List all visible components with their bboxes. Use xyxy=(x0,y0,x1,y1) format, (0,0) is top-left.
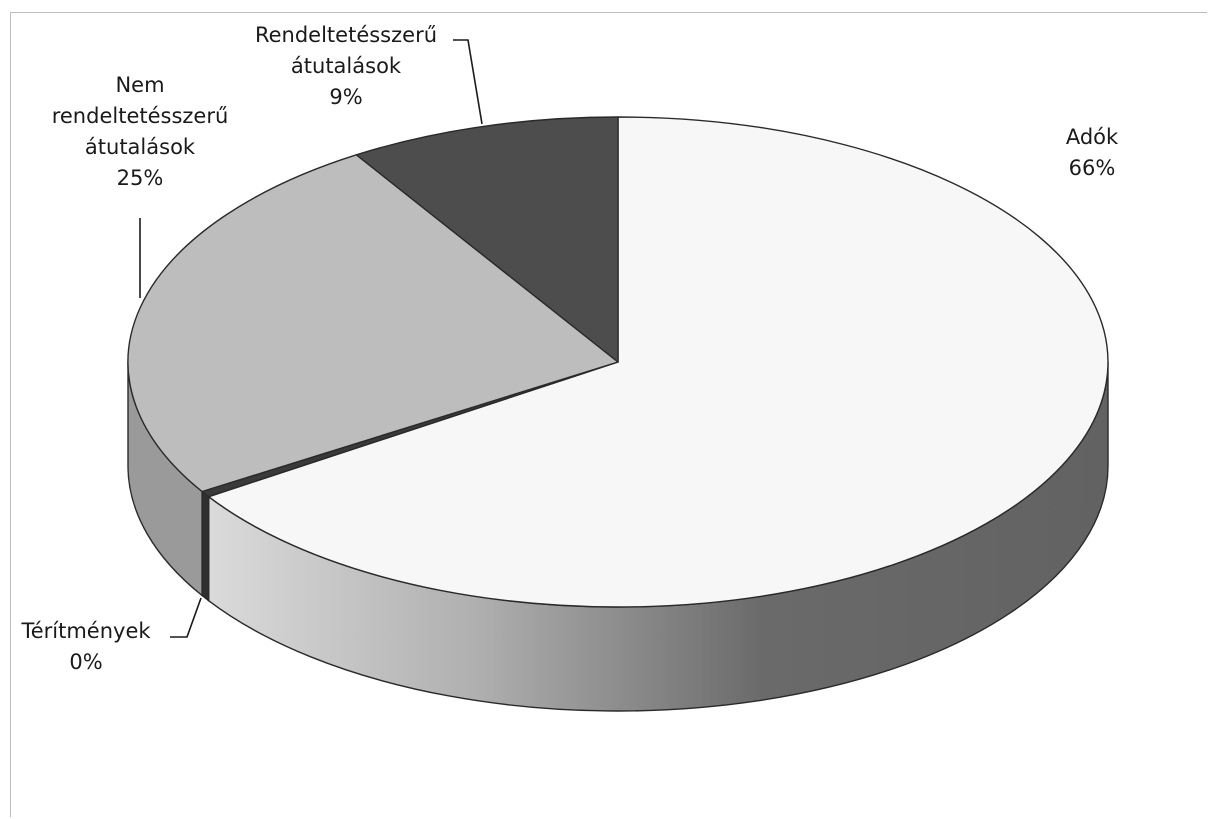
pie-slice-adók xyxy=(207,116,1109,608)
leader-line xyxy=(453,39,483,125)
data-label-nem-rendeltetésszerű-átutalások: Nem rendeltetésszerű átutalások 25% xyxy=(52,73,229,190)
data-label-térítmények: Térítmények 0% xyxy=(20,619,151,674)
pie-slice-rendeltetésszerű-átutalások xyxy=(355,116,619,363)
data-label-rendeltetésszerű-átutalások: Rendeltetésszerű átutalások 9% xyxy=(255,23,437,109)
pie-slice-nem-rendeltetésszerű-átutalások xyxy=(127,154,619,493)
pie-side-térítmények xyxy=(201,490,210,603)
leader-line xyxy=(170,597,202,638)
data-label-adók: Adók 66% xyxy=(1066,125,1119,180)
chart-frame xyxy=(10,12,1207,817)
